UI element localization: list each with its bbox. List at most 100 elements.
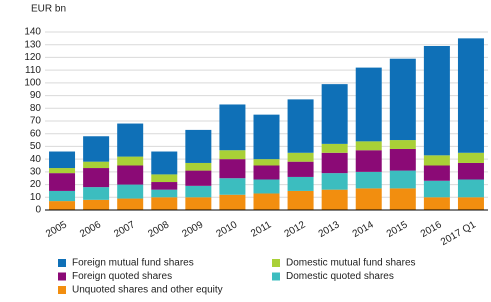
bar-segment <box>355 188 382 210</box>
bar-segment <box>389 58 416 141</box>
x-tick-label: 2013 <box>317 219 342 240</box>
bar-segment <box>151 189 178 198</box>
bar-segment <box>219 194 246 210</box>
legend-swatch <box>58 259 66 267</box>
bar-segment <box>321 84 348 144</box>
legend-swatch <box>58 286 66 294</box>
bar-segment <box>83 187 110 200</box>
y-tick-label: 110 <box>25 65 41 76</box>
bar-segment <box>253 179 280 194</box>
y-axis-label: EUR bn <box>31 4 66 15</box>
bar-segment <box>253 159 280 166</box>
bar-segment <box>321 189 348 210</box>
bar-segment <box>423 180 450 198</box>
bar-segment <box>49 168 76 174</box>
x-tick-label: 2014 <box>351 219 376 240</box>
bar-segment <box>355 141 382 151</box>
bar-segment <box>185 162 212 171</box>
legend-label: Domestic quoted shares <box>286 271 394 282</box>
y-tick-label: 60 <box>30 128 42 139</box>
x-tick-label: 2009 <box>180 219 205 240</box>
y-tick-label: 100 <box>24 77 41 88</box>
y-tick-label: 70 <box>30 116 42 127</box>
bar-segment <box>83 199 110 210</box>
bar-segment <box>151 151 178 175</box>
bar-segment <box>457 162 484 180</box>
y-tick-label: 80 <box>30 103 42 114</box>
x-tick-label: 2010 <box>214 219 239 240</box>
y-tick-label: 0 <box>35 205 41 216</box>
x-tick-label: 2012 <box>283 219 308 240</box>
bar-segment <box>253 114 280 160</box>
bar-segment <box>151 182 178 190</box>
bar-segment <box>457 38 484 153</box>
x-tick-label: 2015 <box>385 219 410 240</box>
bar-segment <box>423 197 450 210</box>
legend-label: Domestic mutual fund shares <box>286 258 416 269</box>
bar-segment <box>117 198 144 210</box>
x-tick-label: 2011 <box>249 219 274 239</box>
bar-segment <box>83 168 110 188</box>
x-tick-label: 2006 <box>78 219 103 240</box>
bar-segment <box>117 165 144 185</box>
x-tick-label: 2008 <box>146 219 171 240</box>
bar-segment <box>423 165 450 181</box>
bar-segment <box>83 161 110 169</box>
bar-segment <box>389 170 416 189</box>
bar-segment <box>185 197 212 210</box>
legend-swatch <box>58 272 66 281</box>
bar-segment <box>185 170 212 186</box>
bar-segment <box>457 179 484 198</box>
y-tick-label: 30 <box>30 166 42 177</box>
y-tick-label: 90 <box>30 90 42 101</box>
y-tick-label: 130 <box>24 39 41 50</box>
legend-label: Foreign mutual fund shares <box>72 258 194 269</box>
bar-segment <box>253 193 280 210</box>
bar-segment <box>457 197 484 210</box>
bar-segment <box>117 123 144 157</box>
bar-segment <box>287 161 314 177</box>
bar-segment <box>287 152 314 162</box>
legend-label: Unquoted shares and other equity <box>72 285 223 296</box>
bar-segment <box>151 174 178 183</box>
bar-segment <box>355 171 382 189</box>
y-tick-label: 50 <box>30 141 42 152</box>
bar-segment <box>219 150 246 160</box>
legend-swatch <box>272 272 280 281</box>
bar-segment <box>287 190 314 210</box>
bar-segment <box>287 176 314 191</box>
bar-segment <box>185 129 212 163</box>
bar-segment <box>117 156 144 166</box>
bar-segment <box>219 159 246 179</box>
y-tick-label: 140 <box>24 27 41 38</box>
bar-segment <box>49 201 76 210</box>
bar-segment <box>389 140 416 149</box>
bar-segment <box>423 155 450 166</box>
bar-segment <box>219 178 246 195</box>
bar-segment <box>219 104 246 151</box>
y-tick-label: 120 <box>24 52 41 63</box>
x-tick-label: 2017 Q1 <box>439 219 478 248</box>
legend-swatch <box>272 259 280 267</box>
bar-segment <box>423 45 450 156</box>
bar-segment <box>253 165 280 180</box>
x-tick-label: 2005 <box>44 219 69 240</box>
legend-label: Foreign quoted shares <box>72 271 172 282</box>
bar-segment <box>49 190 76 202</box>
x-tick-label: 2007 <box>112 219 137 240</box>
bar-segment <box>117 184 144 199</box>
bar-segment <box>355 150 382 172</box>
bar-segment <box>151 197 178 210</box>
bar-segment <box>321 173 348 190</box>
y-tick-label: 40 <box>30 154 42 165</box>
bar-segment <box>457 152 484 163</box>
bar-segment <box>287 99 314 153</box>
bar-segment <box>49 173 76 191</box>
bar-segment <box>83 136 110 162</box>
bar-segment <box>355 67 382 142</box>
bar-segment <box>185 185 212 198</box>
bar-segment <box>49 151 76 169</box>
bar-segment <box>389 148 416 171</box>
bar-segment <box>321 143 348 153</box>
